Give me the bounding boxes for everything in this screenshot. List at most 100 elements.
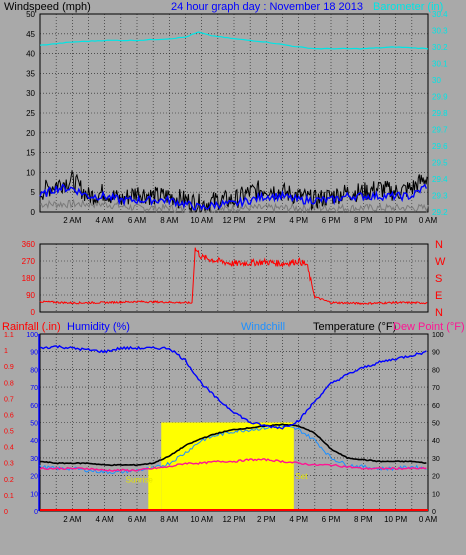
x-tick-label: 8 PM <box>354 515 373 524</box>
temperature-tick-label: 60 <box>432 403 440 410</box>
rain-tick-label: 1 <box>4 348 8 355</box>
x-tick-label: 2 PM <box>257 216 276 225</box>
humidity-tick-label: 100 <box>26 332 38 339</box>
temperature-tick-label: 30 <box>432 456 440 463</box>
x-tick-label: 8 PM <box>354 216 373 225</box>
x-tick-label: 8 AM <box>160 515 179 524</box>
y-tick-label-barometer: 29.6 <box>432 142 448 151</box>
temperature-tick-label: 10 <box>432 491 440 498</box>
humidity-tick-label: 50 <box>30 421 38 428</box>
y-tick-label-barometer: 30.4 <box>432 10 448 19</box>
compass-label: S <box>435 273 442 285</box>
chart-title: 24 hour graph day : November 18 2013 <box>171 1 363 13</box>
temperature-tick-label: 50 <box>432 421 440 428</box>
y-tick-label-direction: 180 <box>22 274 36 283</box>
humidity-tick-label: 90 <box>30 350 38 357</box>
x-tick-label: 4 AM <box>96 515 115 524</box>
rain-tick-label: 0.6 <box>4 412 14 419</box>
compass-label: W <box>435 256 446 268</box>
temperature-tick-label: 20 <box>432 474 440 481</box>
y-tick-label-barometer: 29.7 <box>432 126 448 135</box>
rain-tick-label: 0.4 <box>4 445 14 452</box>
temperature-legend: Temperature (°F) <box>313 321 396 333</box>
temperature-tick-label: 0 <box>432 509 436 516</box>
temperature-tick-label: 90 <box>432 350 440 357</box>
rain-tick-label: 1.1 <box>4 332 14 339</box>
windspeed-axis-label: Windspeed (mph) <box>4 1 91 13</box>
temperature-tick-label: 40 <box>432 438 440 445</box>
rain-tick-label: 0.3 <box>4 461 14 468</box>
sunset-label: Set <box>295 472 308 481</box>
y-tick-label-barometer: 30.2 <box>432 43 448 52</box>
rain-tick-label: 0.8 <box>4 380 14 387</box>
y-tick-label-windspeed: 30 <box>26 89 35 98</box>
y-tick-label-windspeed: 50 <box>26 10 35 19</box>
x-tick-label: 0 AM <box>419 515 438 524</box>
x-tick-label: 12 PM <box>222 515 245 524</box>
compass-label: E <box>435 290 442 302</box>
y-tick-label-barometer: 30.3 <box>432 27 448 36</box>
windchill-line <box>39 424 427 475</box>
rain-tick-label: 0.7 <box>4 396 14 403</box>
rain-tick-label: 0.1 <box>4 493 14 500</box>
barometer-line <box>39 31 429 50</box>
x-tick-label: 2 AM <box>63 515 82 524</box>
y-tick-label-barometer: 29.8 <box>432 109 448 118</box>
humidity-tick-label: 40 <box>30 438 38 445</box>
x-tick-label: 8 AM <box>160 216 179 225</box>
x-tick-label: 10 PM <box>384 216 407 225</box>
y-tick-label-barometer: 29.9 <box>432 93 448 102</box>
dewpoint-line <box>39 458 427 472</box>
y-tick-label-barometer: 30.1 <box>432 60 448 69</box>
x-tick-label: 4 PM <box>289 515 308 524</box>
x-tick-label: 10 PM <box>384 515 407 524</box>
y-tick-label-windspeed: 35 <box>26 69 35 78</box>
y-tick-label-barometer: 29.2 <box>432 208 448 217</box>
x-tick-label: 10 AM <box>190 216 213 225</box>
x-tick-label: 6 PM <box>322 216 341 225</box>
y-tick-label-windspeed: 15 <box>26 149 35 158</box>
y-tick-label-windspeed: 40 <box>26 50 35 59</box>
humidity-tick-label: 0 <box>34 509 38 516</box>
rain-tick-label: 0.5 <box>4 429 14 436</box>
x-tick-label: 6 PM <box>322 515 341 524</box>
sunrise-label: Sunrise <box>126 476 154 485</box>
x-tick-label: 6 AM <box>128 515 147 524</box>
humidity-tick-label: 60 <box>30 403 38 410</box>
x-tick-label: 6 AM <box>128 216 147 225</box>
x-tick-label: 0 AM <box>419 216 438 225</box>
x-tick-label: 2 PM <box>257 515 276 524</box>
y-tick-label-windspeed: 0 <box>31 208 36 217</box>
rain-tick-label: 0.2 <box>4 477 14 484</box>
y-tick-label-direction: 90 <box>26 291 35 300</box>
temperature-tick-label: 80 <box>432 367 440 374</box>
x-tick-label: 12 PM <box>222 216 245 225</box>
wind-barometer-panel: 2 AM 4 AM 6 AM 8 AM 10 AM 12 PM 2 PM 4 PM 6 PM 8 … <box>26 10 448 225</box>
humidity-axis-label: Humidity (%) <box>67 321 130 333</box>
humidity-line <box>39 344 427 430</box>
humidity-tick-label: 20 <box>30 474 38 481</box>
y-tick-label-barometer: 30 <box>432 76 441 85</box>
compass-label: N <box>435 239 443 251</box>
compass-label: N <box>435 307 443 319</box>
y-tick-label-direction: 360 <box>22 240 36 249</box>
temperature-tick-label: 70 <box>432 385 440 392</box>
wind-gust-floor-line <box>39 198 429 214</box>
wind-direction-line <box>39 247 428 306</box>
y-tick-label-barometer: 29.3 <box>432 192 448 201</box>
y-tick-label-direction: 0 <box>31 308 36 317</box>
y-tick-label-windspeed: 20 <box>26 129 35 138</box>
rain-tick-label: 0.9 <box>4 364 14 371</box>
humidity-tick-label: 30 <box>30 456 38 463</box>
y-tick-label-windspeed: 45 <box>26 30 35 39</box>
rainfall-axis-label: Rainfall (.in) <box>2 321 61 333</box>
humidity-tick-label: 80 <box>30 367 38 374</box>
x-tick-label: 4 PM <box>289 216 308 225</box>
temperature-tick-label: 100 <box>432 332 444 339</box>
y-tick-label-barometer: 29.4 <box>432 175 448 184</box>
barometer-axis-label: Barometer (in) <box>373 1 443 13</box>
x-tick-label: 2 AM <box>63 216 82 225</box>
temperature-line <box>39 423 427 467</box>
y-tick-label-windspeed: 5 <box>31 188 36 197</box>
